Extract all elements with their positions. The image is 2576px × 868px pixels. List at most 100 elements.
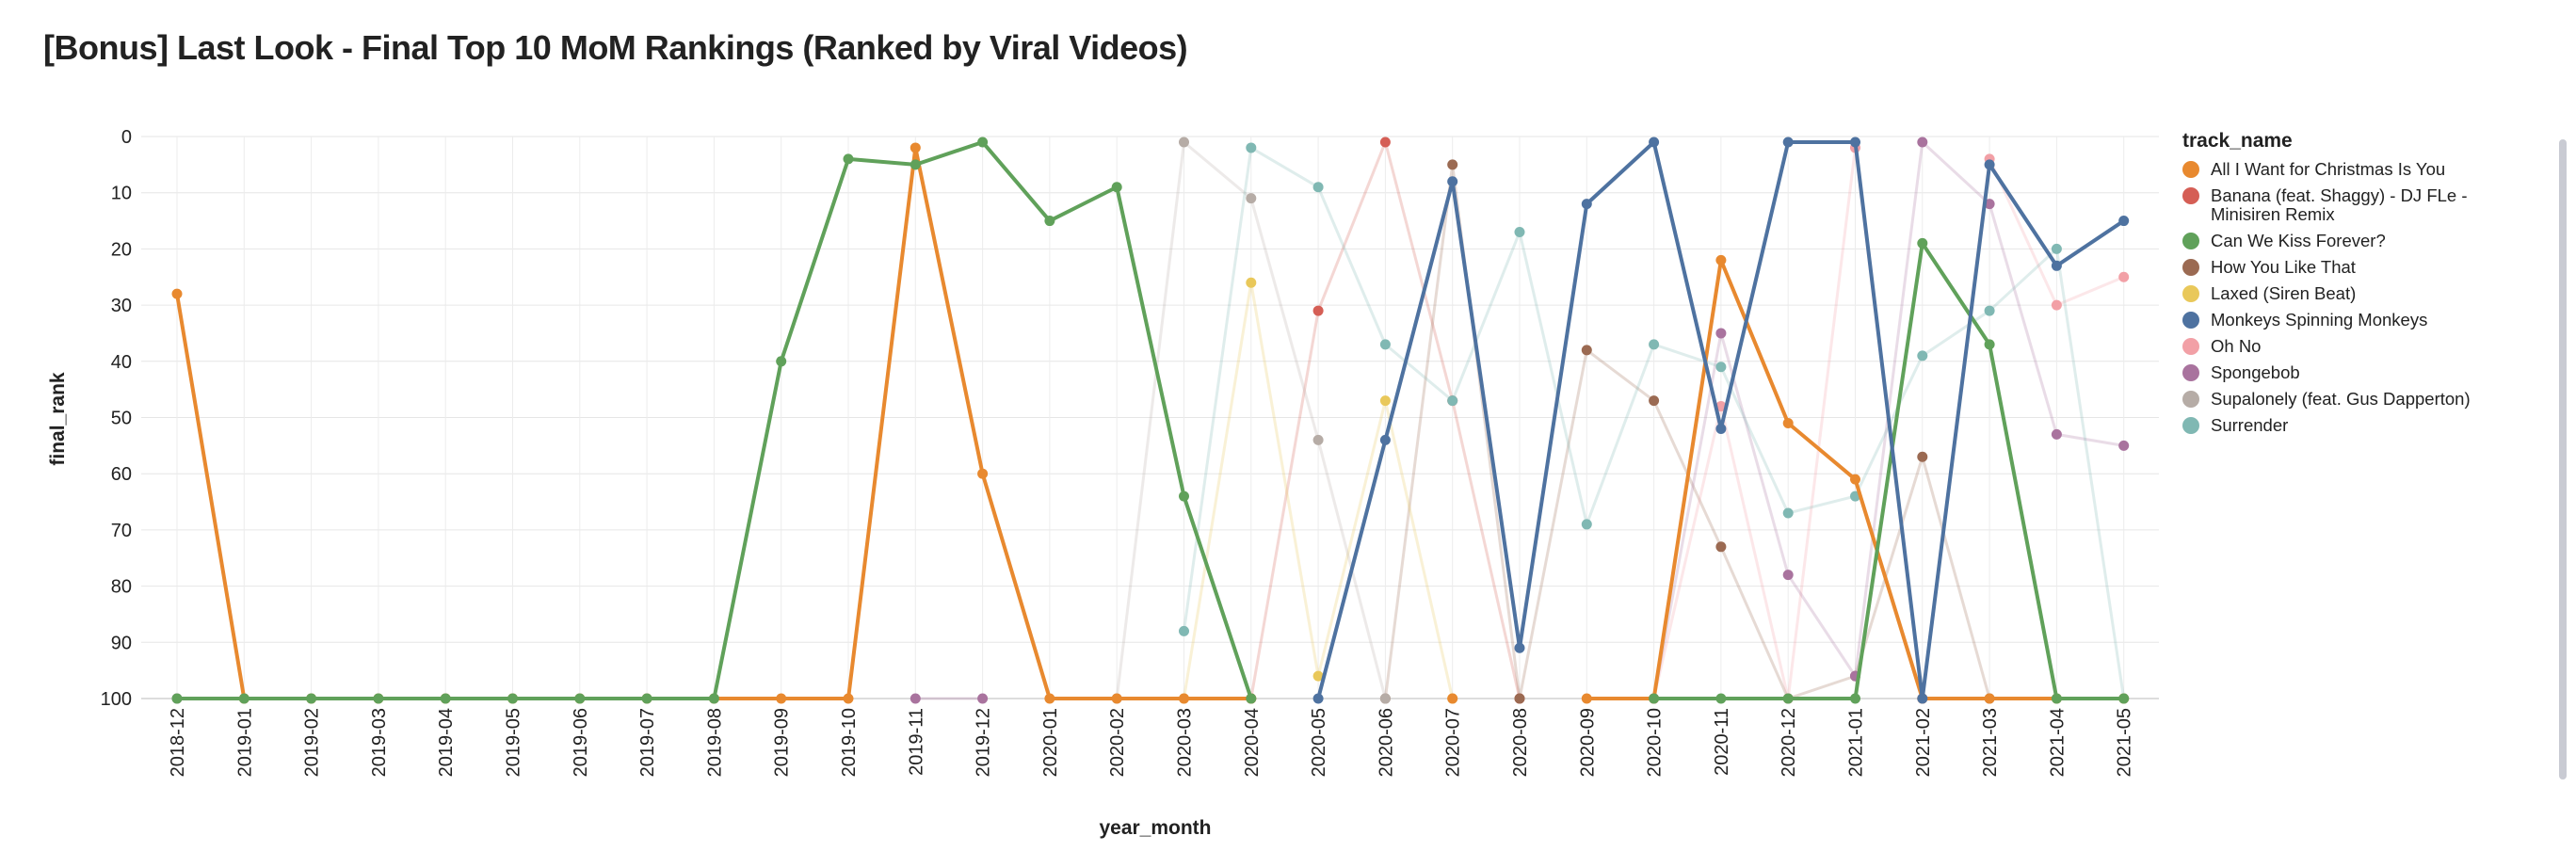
data-point[interactable]	[1649, 395, 1660, 407]
data-point[interactable]	[977, 693, 989, 704]
data-point[interactable]	[1514, 642, 1525, 653]
data-point[interactable]	[2118, 216, 2130, 227]
data-point[interactable]	[1447, 693, 1458, 704]
data-point[interactable]	[1715, 693, 1727, 704]
data-point[interactable]	[1246, 693, 1257, 704]
data-point[interactable]	[1715, 541, 1727, 553]
legend-item[interactable]: Spongebob	[2182, 363, 2512, 382]
data-point[interactable]	[1581, 693, 1592, 704]
legend-item[interactable]: Laxed (Siren Beat)	[2182, 284, 2512, 303]
data-point[interactable]	[1782, 507, 1794, 519]
data-point[interactable]	[373, 693, 384, 704]
data-point[interactable]	[1984, 199, 1995, 210]
data-point[interactable]	[1179, 490, 1189, 502]
data-point[interactable]	[1514, 693, 1525, 704]
legend-item[interactable]: How You Like That	[2182, 258, 2512, 277]
data-point[interactable]	[1379, 137, 1391, 148]
data-point[interactable]	[1850, 693, 1860, 704]
data-point[interactable]	[1581, 519, 1592, 530]
legend-item[interactable]: Supalonely (feat. Gus Dapperton)	[2182, 390, 2512, 409]
data-point[interactable]	[440, 693, 451, 704]
data-point[interactable]	[843, 153, 854, 165]
data-point[interactable]	[1917, 451, 1928, 462]
data-point[interactable]	[1917, 237, 1928, 249]
data-point[interactable]	[1581, 199, 1592, 210]
data-point[interactable]	[1984, 159, 1995, 170]
data-point[interactable]	[1312, 434, 1324, 445]
data-point[interactable]	[2051, 299, 2062, 311]
data-point[interactable]	[1312, 305, 1324, 316]
data-point[interactable]	[1447, 159, 1458, 170]
data-point[interactable]	[574, 693, 586, 704]
data-point[interactable]	[1715, 401, 1727, 412]
data-point[interactable]	[1649, 339, 1660, 350]
data-point[interactable]	[2118, 693, 2130, 704]
data-point[interactable]	[1715, 423, 1727, 434]
legend-item[interactable]: Can We Kiss Forever?	[2182, 232, 2512, 250]
data-point[interactable]	[1447, 176, 1458, 187]
data-point[interactable]	[171, 288, 183, 299]
data-point[interactable]	[1984, 305, 1995, 316]
data-point[interactable]	[910, 693, 921, 704]
data-point[interactable]	[1312, 670, 1324, 682]
data-point[interactable]	[843, 693, 854, 704]
data-point[interactable]	[1917, 137, 1928, 148]
data-point[interactable]	[1111, 182, 1122, 193]
data-point[interactable]	[1782, 137, 1794, 148]
data-point[interactable]	[507, 693, 518, 704]
data-point[interactable]	[708, 693, 719, 704]
data-point[interactable]	[2118, 271, 2130, 282]
data-point[interactable]	[2051, 260, 2062, 271]
data-point[interactable]	[641, 693, 652, 704]
data-point[interactable]	[1649, 693, 1660, 704]
data-point[interactable]	[1179, 693, 1189, 704]
data-point[interactable]	[1917, 693, 1928, 704]
data-point[interactable]	[910, 142, 921, 153]
data-point[interactable]	[1782, 570, 1794, 581]
data-point[interactable]	[1782, 693, 1794, 704]
legend-item[interactable]: Surrender	[2182, 416, 2512, 435]
legend-item[interactable]: Monkeys Spinning Monkeys	[2182, 311, 2512, 330]
data-point[interactable]	[977, 137, 989, 148]
data-point[interactable]	[1379, 434, 1391, 445]
vertical-scrollbar[interactable]	[2559, 139, 2567, 780]
data-point[interactable]	[1312, 182, 1324, 193]
data-point[interactable]	[171, 693, 183, 704]
data-point[interactable]	[306, 693, 317, 704]
legend-item[interactable]: All I Want for Christmas Is You	[2182, 160, 2512, 179]
data-point[interactable]	[1044, 693, 1055, 704]
data-point[interactable]	[1850, 474, 1860, 485]
data-point[interactable]	[1246, 142, 1257, 153]
data-point[interactable]	[1850, 137, 1860, 148]
data-point[interactable]	[2118, 440, 2130, 451]
data-point[interactable]	[1379, 395, 1391, 407]
data-point[interactable]	[1246, 277, 1257, 288]
data-point[interactable]	[2051, 428, 2062, 440]
data-point[interactable]	[1984, 339, 1995, 350]
data-point[interactable]	[1312, 693, 1324, 704]
data-point[interactable]	[1715, 362, 1727, 373]
data-point[interactable]	[1447, 395, 1458, 407]
data-point[interactable]	[776, 356, 787, 367]
legend-item[interactable]: Oh No	[2182, 337, 2512, 356]
data-point[interactable]	[1649, 137, 1660, 148]
data-point[interactable]	[1715, 254, 1727, 265]
data-point[interactable]	[2051, 693, 2062, 704]
data-point[interactable]	[776, 693, 787, 704]
legend-item[interactable]: Banana (feat. Shaggy) - DJ FLe - Minisir…	[2182, 186, 2512, 224]
data-point[interactable]	[1514, 226, 1525, 237]
data-point[interactable]	[1044, 216, 1055, 227]
data-point[interactable]	[1179, 625, 1189, 636]
data-point[interactable]	[238, 693, 250, 704]
data-point[interactable]	[1984, 693, 1995, 704]
data-point[interactable]	[1782, 417, 1794, 428]
data-point[interactable]	[1179, 137, 1189, 148]
data-point[interactable]	[910, 159, 921, 170]
data-point[interactable]	[977, 468, 989, 479]
data-point[interactable]	[1379, 339, 1391, 350]
data-point[interactable]	[2051, 243, 2062, 254]
data-point[interactable]	[1581, 345, 1592, 356]
data-point[interactable]	[1246, 193, 1257, 204]
data-point[interactable]	[1379, 693, 1391, 704]
data-point[interactable]	[1917, 350, 1928, 362]
